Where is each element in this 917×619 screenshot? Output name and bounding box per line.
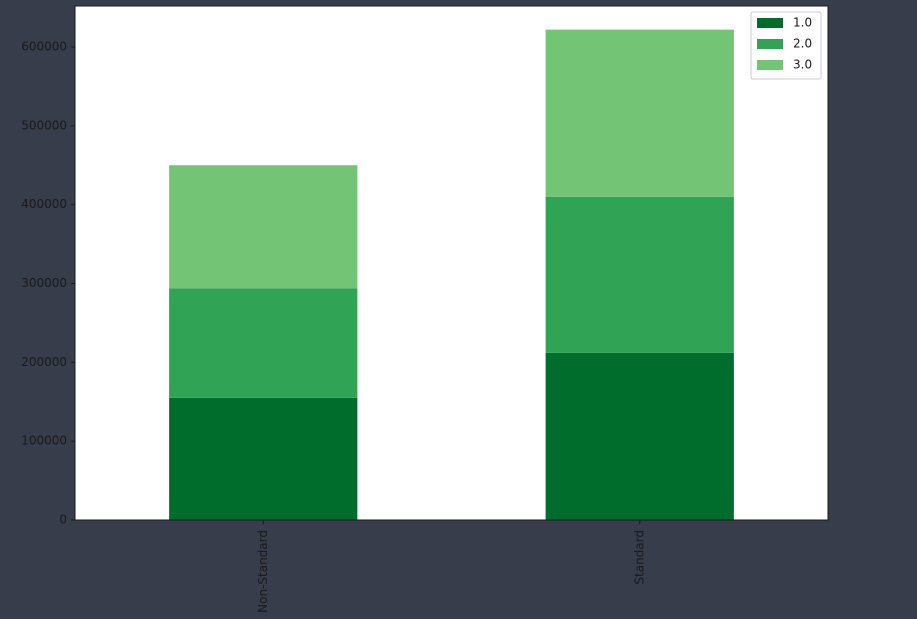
y-tick-label: 100000: [21, 434, 67, 448]
bar-segment: [169, 288, 358, 398]
legend-swatch: [757, 18, 783, 28]
bar-segment: [169, 165, 358, 289]
bar-segment: [545, 352, 734, 520]
legend-label: 1.0: [793, 16, 812, 30]
y-tick-label: 500000: [21, 118, 67, 132]
legend-label: 2.0: [793, 37, 812, 51]
legend-swatch: [757, 60, 783, 70]
bar-segment: [545, 29, 734, 197]
bar-segment: [169, 397, 358, 520]
y-tick-label: 0: [59, 513, 67, 527]
y-tick-label: 600000: [21, 39, 67, 53]
y-tick-label: 300000: [21, 276, 67, 290]
x-tick-label: Non-Standard: [256, 530, 270, 613]
plot-frame: [74, 5, 829, 521]
legend-swatch: [757, 39, 783, 49]
legend-label: 3.0: [793, 58, 812, 72]
bar-segment: [545, 196, 734, 353]
y-tick-label: 200000: [21, 355, 67, 369]
x-tick-label: Standard: [632, 530, 646, 585]
y-tick-label: 400000: [21, 197, 67, 211]
